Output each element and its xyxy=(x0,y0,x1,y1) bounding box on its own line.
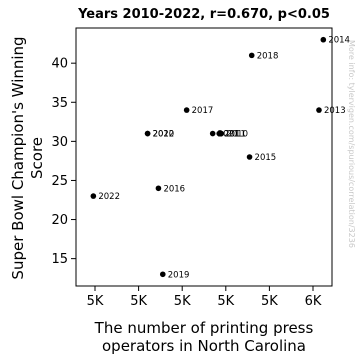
y-tick-label: 15 xyxy=(51,252,68,267)
data-point xyxy=(216,130,222,137)
data-point xyxy=(155,185,162,192)
y-axis-label-line-1: Super Bowl Champion's Winning xyxy=(9,36,27,279)
y-tick-label: 25 xyxy=(51,174,68,189)
point-label: 2012 xyxy=(153,130,175,140)
data-point xyxy=(159,271,166,278)
x-tick-label: 5K xyxy=(217,294,234,309)
data-point xyxy=(183,107,190,113)
point-label: 2014 xyxy=(328,36,350,46)
x-tick-label: 6K xyxy=(305,294,322,309)
point-label: 2020 xyxy=(153,130,175,140)
y-axis-label: Super Bowl Champion's Winning Score xyxy=(9,36,46,279)
point-label: 2015 xyxy=(255,153,277,163)
y-tick-label: 20 xyxy=(51,213,68,228)
point-label: 2017 xyxy=(192,106,214,116)
point-label: 2016 xyxy=(163,184,185,194)
point-label: 2021 xyxy=(218,130,240,140)
chart-title: Years 2010-2022, r=0.670, p<0.05 xyxy=(77,7,330,22)
data-point xyxy=(248,52,255,59)
y-tick-label: 30 xyxy=(51,135,68,150)
x-tick-label: 5K xyxy=(130,294,147,309)
x-axis-label-line-1: The number of printing press xyxy=(94,319,314,337)
point-label: 2011 xyxy=(224,130,246,140)
x-tick-label: 5K xyxy=(261,294,278,309)
data-point xyxy=(316,107,322,113)
point-label: 2018 xyxy=(257,51,279,61)
y-axis: 15 20 25 30 35 40 xyxy=(51,57,76,267)
y-tick-label: 35 xyxy=(51,96,68,111)
x-tick-label: 5K xyxy=(87,294,104,309)
point-label: 2010 xyxy=(226,130,248,140)
plot-frame xyxy=(75,27,333,287)
point-label: 2013 xyxy=(324,106,346,116)
data-point xyxy=(90,193,97,199)
point-label: 2022 xyxy=(98,192,120,202)
x-tick-label: 5K xyxy=(174,294,191,309)
data-point xyxy=(144,130,151,137)
data-point xyxy=(209,130,216,137)
y-tick-label: 40 xyxy=(51,57,68,72)
x-axis-label-line-2: operators in North Carolina xyxy=(102,337,306,355)
y-axis-label-line-2: Score xyxy=(28,137,46,179)
data-point xyxy=(320,36,327,43)
watermark: More info: tylervigen.com/spurious/corre… xyxy=(347,40,356,248)
point-label: 2019 xyxy=(168,270,190,280)
data-point xyxy=(246,154,253,160)
x-axis: 5K 5K 5K 5K 5K 6K xyxy=(87,286,322,309)
